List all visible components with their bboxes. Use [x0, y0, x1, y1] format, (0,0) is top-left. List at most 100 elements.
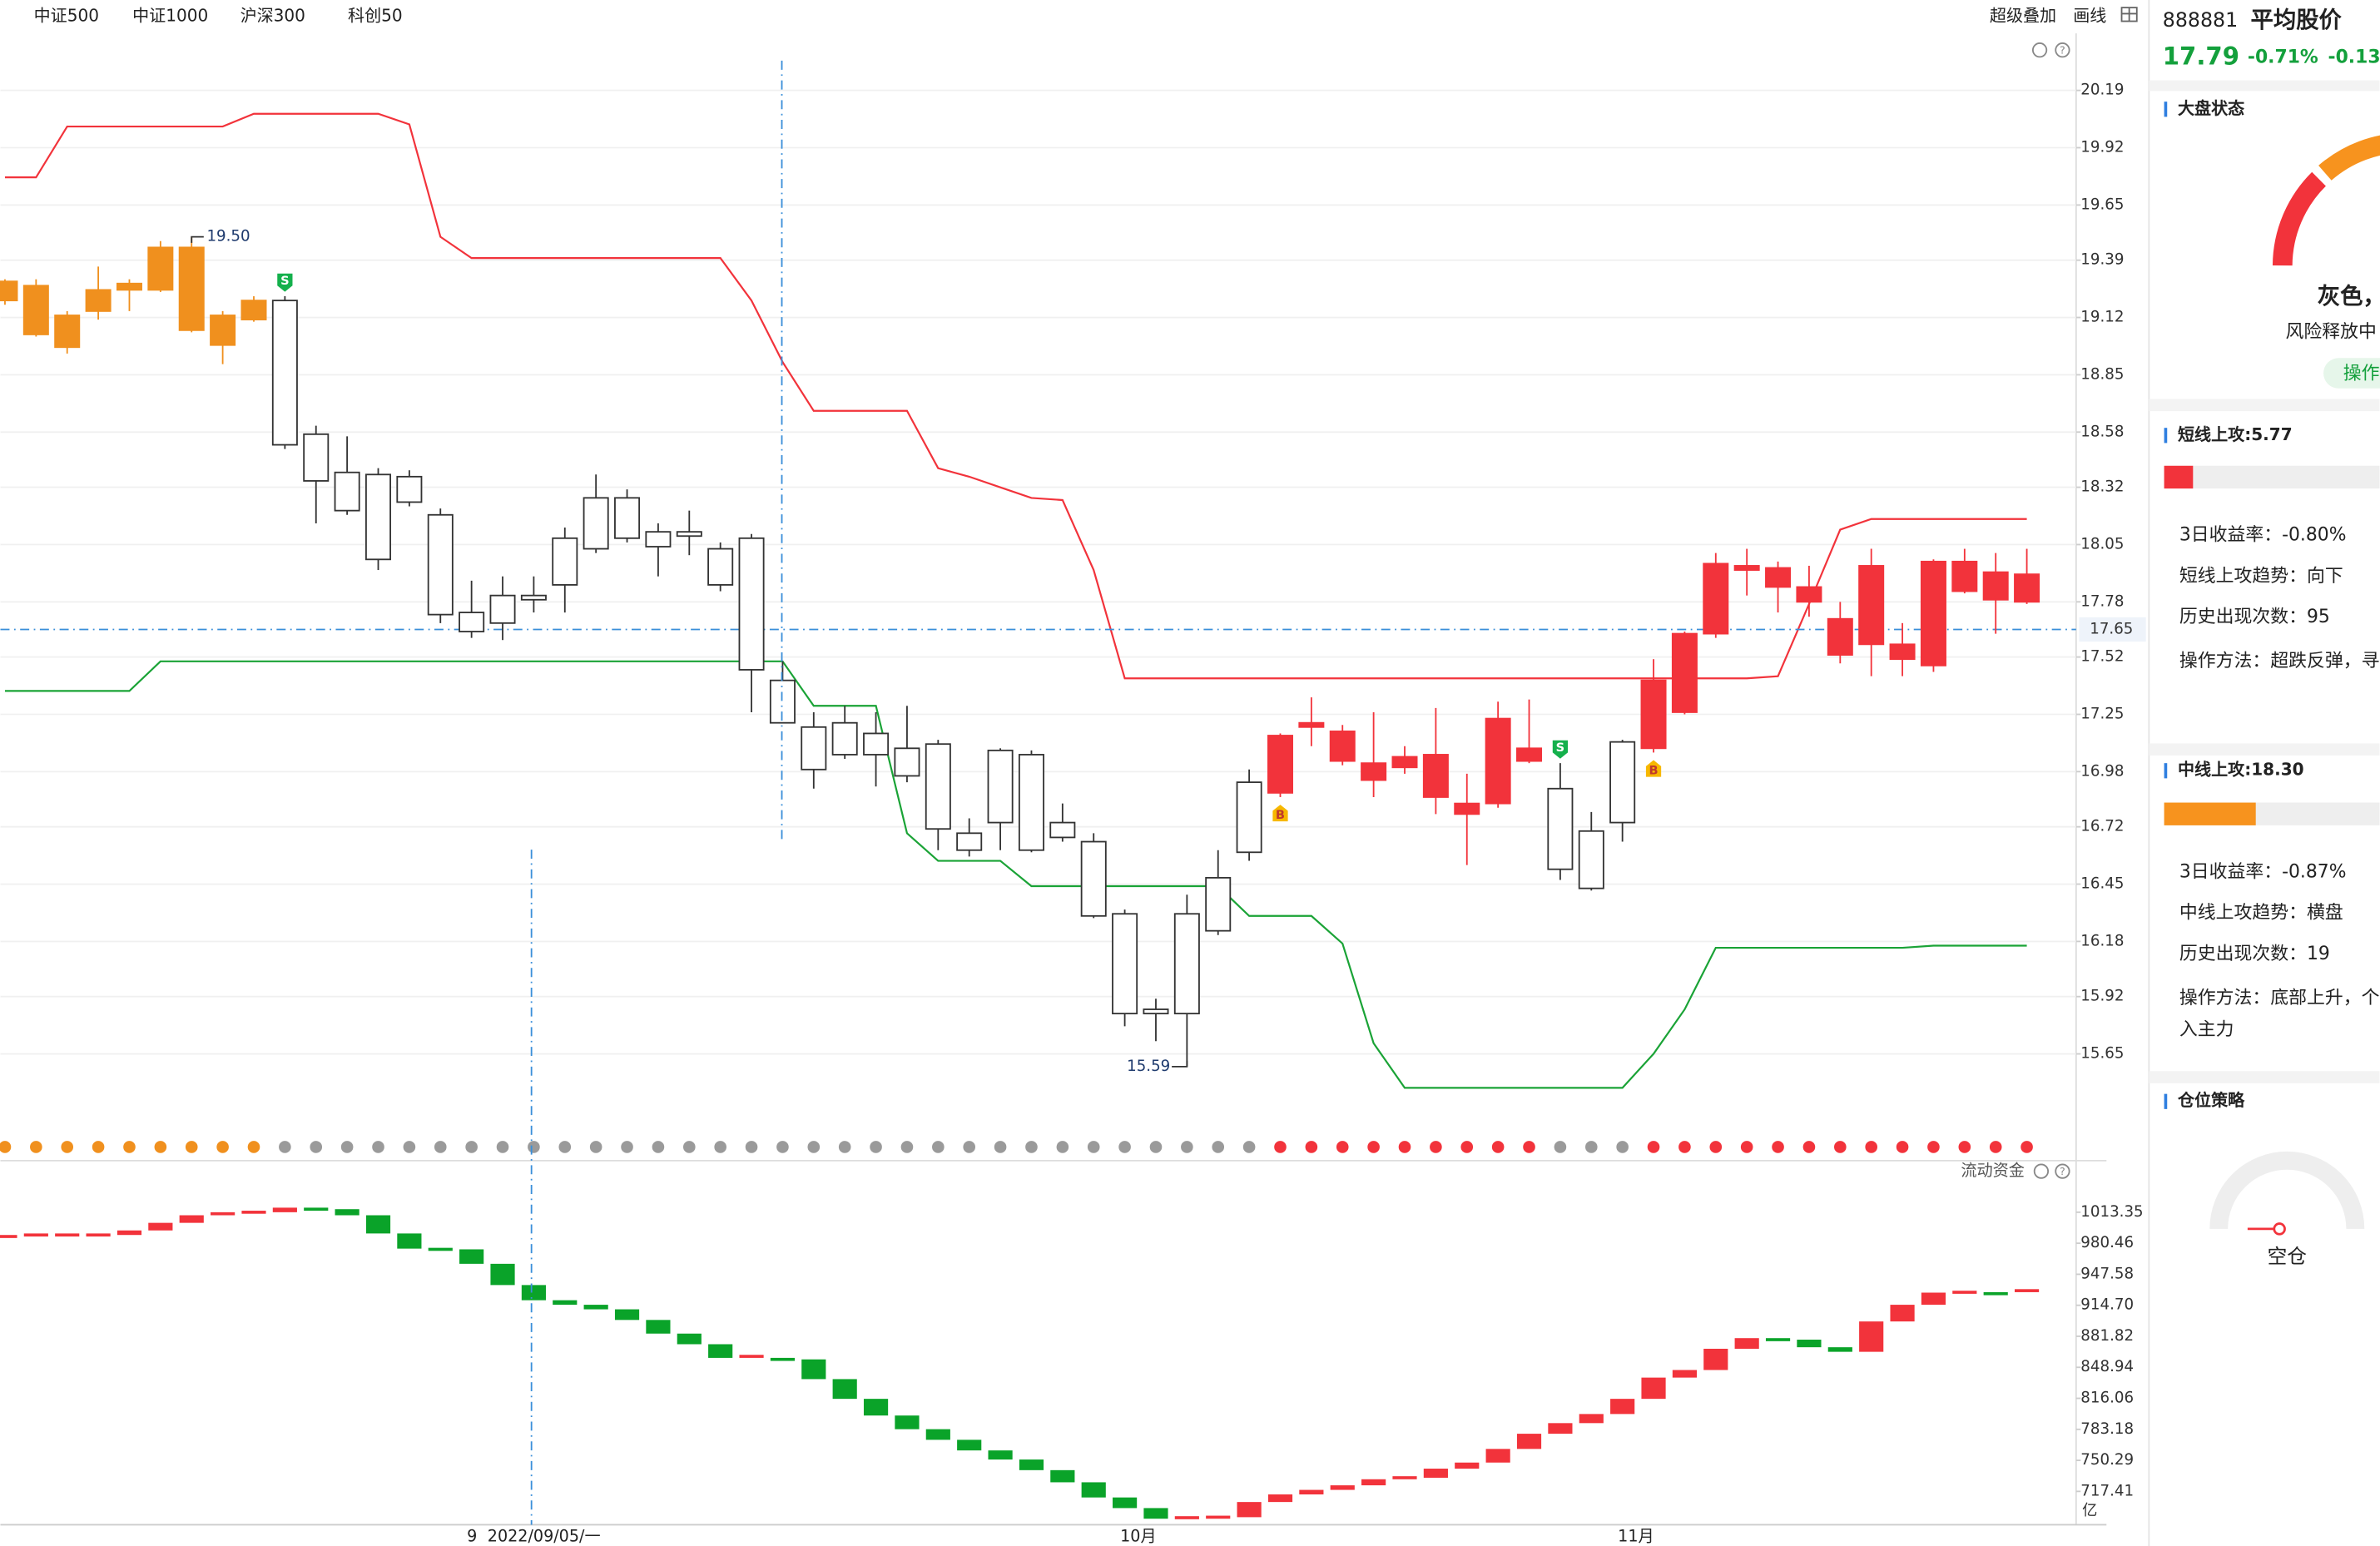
info-row: 历史出现次数：19 [2179, 944, 2330, 964]
flow-bar [1548, 1423, 1573, 1435]
crosshair-label-bg [479, 1526, 614, 1546]
state-dot [1958, 1141, 1971, 1153]
change-pct: -0.71% [2248, 47, 2318, 67]
state-dot [92, 1141, 105, 1153]
x-tick-label: 11月 [1618, 1527, 1654, 1546]
gauge-segment [2318, 135, 2380, 181]
state-dot [870, 1141, 882, 1153]
state-dot [465, 1141, 478, 1153]
candle-body [801, 726, 827, 771]
price: 17.79 [2163, 42, 2239, 70]
state-dot [807, 1141, 821, 1153]
band-line [4, 660, 2027, 1089]
state-dot [900, 1141, 914, 1153]
candle-body [738, 537, 765, 671]
flow-bar [1081, 1482, 1106, 1498]
flow-bar [1859, 1321, 1884, 1352]
chart-icons[interactable]: ? ? [2031, 42, 2070, 1179]
state-dot [1740, 1141, 1753, 1153]
gauge-segment [2272, 171, 2327, 266]
info-row: 历史出现次数：95 [2179, 607, 2330, 627]
state-dot [0, 1141, 12, 1153]
candle-body [1733, 565, 1760, 571]
table-icon[interactable] [2120, 7, 2138, 22]
change: -0.13 [2328, 47, 2380, 67]
flow-bar [0, 1235, 17, 1238]
flow-bar [895, 1415, 920, 1430]
y-axis-unit: 亿 [2082, 1502, 2097, 1519]
flow-bar [272, 1207, 297, 1212]
info-row: 操作方法：超跌反弹，寻 [2179, 651, 2380, 671]
candle-body [1516, 747, 1543, 762]
candle-body [210, 315, 236, 346]
candle-body [1796, 586, 1822, 603]
action-button-label[interactable]: 操作 [2343, 363, 2380, 384]
state-dot [496, 1141, 509, 1153]
y-tick-label: 16.72 [2080, 818, 2124, 835]
state-dot [310, 1141, 323, 1153]
position-label: 空仓 [2268, 1245, 2307, 1268]
tab[interactable]: 中证500 [34, 6, 99, 26]
candle-body [427, 513, 454, 616]
flow-bar [241, 1211, 266, 1214]
state-dot [1274, 1141, 1287, 1153]
flow-bar [1455, 1462, 1480, 1469]
progress-bar [2164, 802, 2256, 825]
candle-body [54, 315, 81, 349]
state-dot [682, 1141, 696, 1153]
stock-name: 平均股价 [2251, 7, 2343, 33]
plot: 20.19 19.92 19.65 19.39 19.12 18.85 18.58 18.32… [0, 82, 2146, 1546]
x-tick-label: 9 [467, 1527, 477, 1546]
tab[interactable]: 科创50 [348, 6, 403, 26]
y-tick-label: 750.29 [2080, 1451, 2134, 1469]
flow-bar [1983, 1291, 2008, 1296]
toolbar-button[interactable]: 画线 [2073, 6, 2106, 26]
flow-bar [1174, 1516, 1199, 1519]
tab[interactable]: 沪深300 [240, 6, 305, 26]
y-tick-label: 18.58 [2080, 423, 2124, 440]
flow-bar [1050, 1469, 1075, 1483]
state-dot [1896, 1141, 1909, 1153]
candle-body [1982, 571, 2009, 601]
candle-body [1018, 754, 1044, 851]
candle-body [1080, 840, 1107, 917]
candle-body [676, 531, 702, 538]
state-dot [1584, 1141, 1598, 1153]
candle-body [1951, 560, 1978, 592]
state-dot [185, 1141, 198, 1153]
annotation-line [191, 235, 204, 243]
flow-bar [1299, 1489, 1324, 1495]
action-button[interactable] [2323, 358, 2380, 389]
flow-bar [770, 1357, 796, 1361]
tab[interactable]: 中证1000 [132, 6, 208, 26]
flow-bar [739, 1355, 764, 1358]
state-dot [776, 1141, 789, 1153]
toolbar-button[interactable]: 超级叠加 [1990, 6, 2056, 26]
y-tick-label: 18.05 [2080, 535, 2124, 552]
stock-code: 888881 [2163, 8, 2238, 32]
y-tick-label: 15.92 [2080, 988, 2124, 1005]
state-dot [1149, 1141, 1163, 1153]
position-gauge [2209, 1152, 2365, 1230]
signal-marker [1272, 805, 1288, 822]
state-dot [963, 1141, 975, 1153]
candle-body [365, 473, 392, 561]
signal-marker [1645, 760, 1662, 777]
flow-bar [863, 1399, 889, 1416]
signal-marker [277, 273, 293, 292]
candle-body [645, 531, 672, 548]
flow-bar [1921, 1292, 1946, 1306]
candle-body [1920, 560, 1946, 666]
state-dot [1834, 1141, 1847, 1153]
flow-bar [1827, 1347, 1852, 1352]
candle-body [396, 475, 423, 503]
flow-bar [1703, 1348, 1728, 1370]
y-tick-label: 1013.35 [2080, 1203, 2143, 1221]
candle-body [1454, 802, 1480, 815]
state-dot [1212, 1141, 1225, 1153]
candle-body [1236, 781, 1262, 854]
state-dot [372, 1141, 384, 1153]
flow-bar [1797, 1340, 1822, 1348]
flow-bar [646, 1320, 671, 1334]
